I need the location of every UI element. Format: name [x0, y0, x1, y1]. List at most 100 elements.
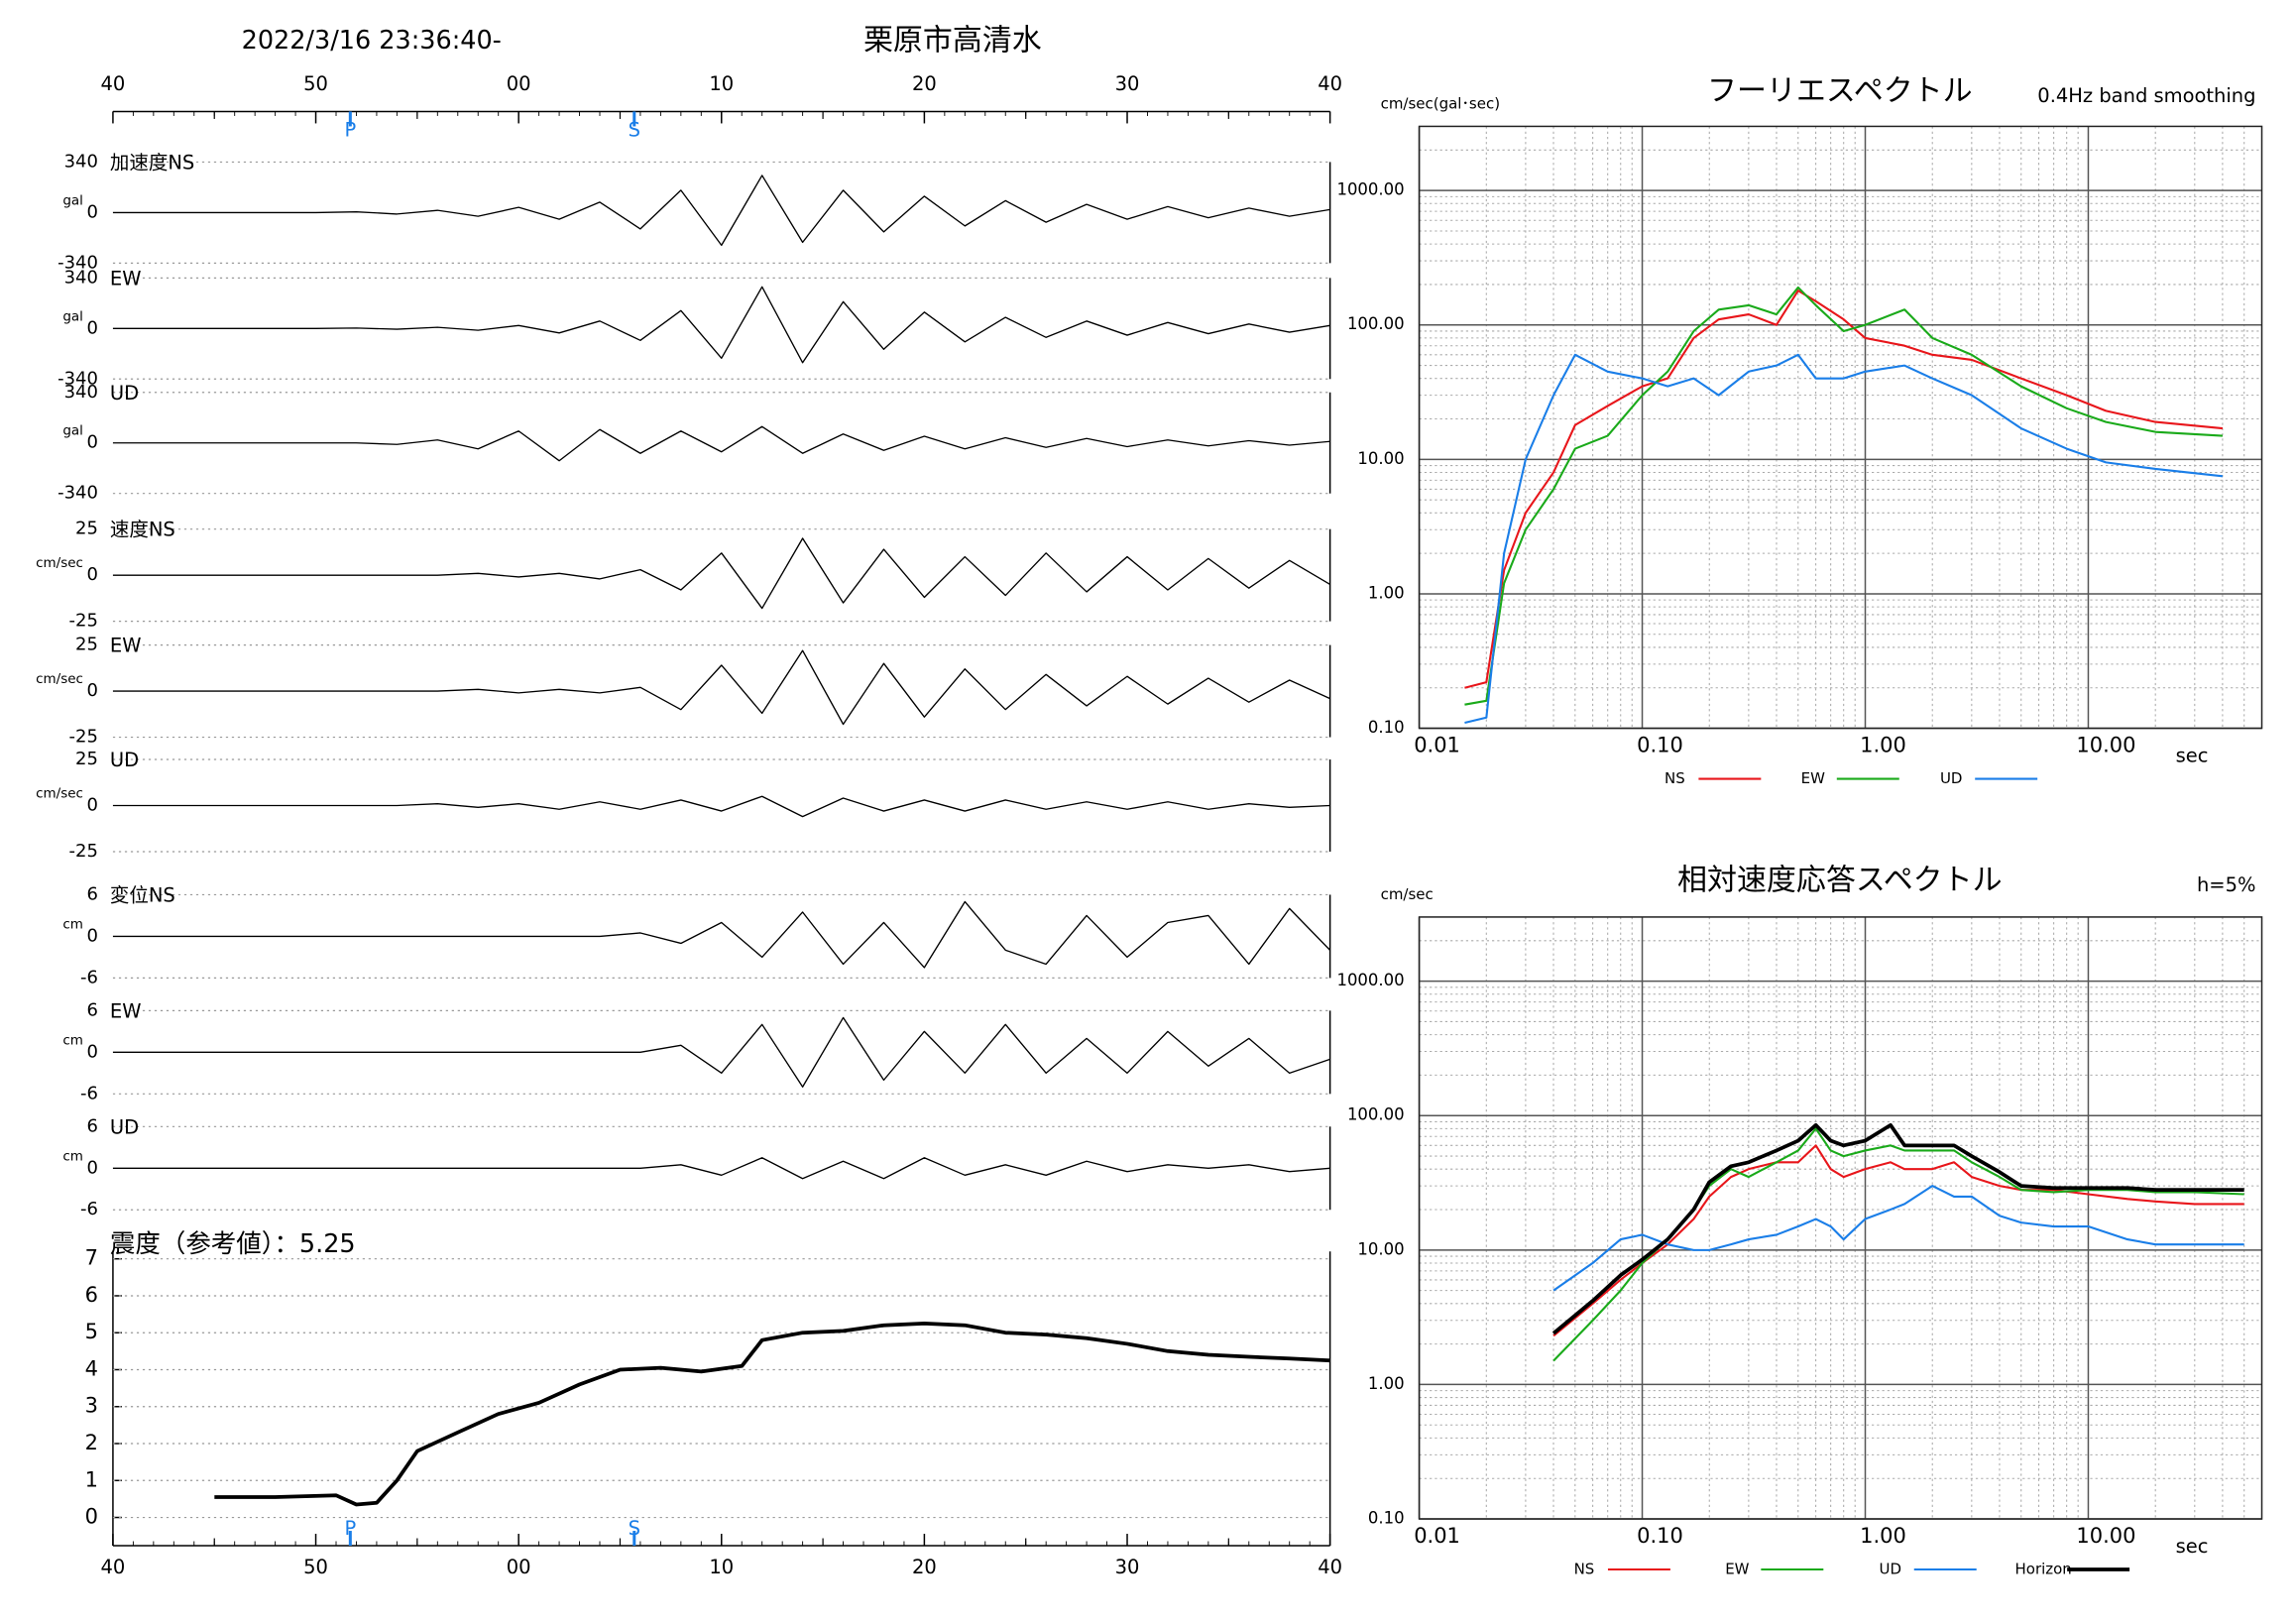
y-tick-label: 340 [64, 151, 98, 172]
chart-subtitle: 0.4Hz band smoothing [2037, 84, 2255, 107]
phase-label: P [344, 1517, 356, 1540]
record-time: 2022/3/16 23:36:40- [242, 26, 502, 56]
chart-title: 相対速度応答スペクトル [1677, 863, 2003, 897]
unit-label: gal [62, 308, 83, 324]
y-tick-label: 0.10 [1368, 1509, 1405, 1528]
y-tick-label: -6 [80, 967, 98, 987]
panel-label: 速度NS [110, 519, 175, 541]
y-tick-label: 3 [85, 1394, 98, 1418]
spectrum-line [1552, 1185, 2244, 1292]
waveform [112, 1016, 1330, 1088]
y-tick-label: 7 [85, 1246, 98, 1270]
unit-label: gal [62, 423, 83, 439]
x-tick-label: 00 [507, 72, 531, 95]
y-tick-label: 25 [75, 635, 98, 655]
y-tick-label: 0 [86, 317, 97, 338]
waveform [112, 537, 1330, 610]
unit-label: gal [62, 192, 83, 208]
panel-label: UD [110, 382, 139, 405]
y-tick-label: -25 [69, 611, 98, 632]
y-tick-label: 100.00 [1347, 314, 1405, 333]
waveform [112, 174, 1330, 247]
station-title: 栗原市高清水 [863, 24, 1042, 58]
y-tick-label: 1 [85, 1467, 98, 1491]
x-tick-label: 1.00 [1860, 734, 1906, 757]
legend-label: NS [1574, 1561, 1595, 1578]
y-tick-label: 0 [86, 564, 97, 585]
x-tick-label: 40 [1318, 72, 1342, 95]
y-tick-label: 4 [85, 1356, 98, 1380]
spectrum-line [1552, 1127, 2244, 1362]
chart-title: 震度（参考値）：5.25 [110, 1229, 356, 1259]
phase-label: S [629, 118, 640, 141]
y-tick-label: 0 [86, 680, 97, 701]
y-tick-label: 6 [86, 999, 97, 1020]
y-tick-label: -25 [69, 841, 98, 862]
waveform [112, 649, 1330, 726]
x-axis-label: sec [2176, 1535, 2209, 1558]
y-tick-label: 25 [75, 749, 98, 769]
panel-label: 変位NS [110, 883, 175, 906]
x-tick-label: 30 [1115, 72, 1140, 95]
y-tick-label: 1000.00 [1336, 180, 1404, 199]
y-tick-label: 1000.00 [1336, 971, 1404, 989]
plot-frame [1418, 916, 2263, 1520]
panel-label: UD [110, 1115, 139, 1138]
phase-label: S [629, 1517, 640, 1540]
y-tick-label: 10.00 [1357, 449, 1404, 468]
unit-label: cm/sec [36, 671, 83, 687]
waveform [112, 795, 1330, 818]
x-tick-label: 40 [1318, 1556, 1342, 1578]
y-tick-label: 0 [86, 201, 97, 222]
x-tick-label: 20 [912, 72, 937, 95]
x-axis-label: sec [2176, 745, 2209, 767]
plot-frame [1418, 125, 2263, 730]
legend-label: UD [1940, 769, 1963, 787]
spectrum-line [1464, 353, 2224, 725]
y-tick-label: 0 [86, 1157, 97, 1178]
y-tick-label: 0 [86, 795, 97, 816]
y-tick-label: -340 [57, 368, 98, 389]
waveform [112, 425, 1330, 462]
y-tick-label: 100.00 [1347, 1105, 1405, 1124]
panel-label: EW [110, 267, 142, 290]
x-tick-label: 10.00 [2076, 734, 2135, 757]
y-tick-label: 0 [86, 432, 97, 453]
phase-label: P [344, 118, 356, 141]
panel-label: EW [110, 999, 142, 1022]
y-tick-label: 6 [85, 1283, 98, 1307]
y-tick-label: -6 [80, 1199, 98, 1219]
legend-label: EW [1725, 1561, 1749, 1578]
x-tick-label: 10 [709, 72, 734, 95]
x-tick-label: 00 [507, 1556, 531, 1578]
waveform [112, 900, 1331, 969]
y-tick-label: 25 [75, 519, 98, 539]
x-tick-label: 1.00 [1860, 1524, 1906, 1548]
unit-label: cm [62, 1148, 83, 1164]
intensity-line [214, 1322, 1330, 1507]
y-tick-label: 6 [86, 1115, 97, 1136]
x-tick-label: 50 [303, 72, 328, 95]
panel-label: 加速度NS [110, 151, 194, 174]
waveform [112, 1157, 1330, 1180]
y-tick-label: 6 [86, 883, 97, 904]
spectrum-line [1464, 290, 2224, 689]
y-tick-label: -6 [80, 1083, 98, 1103]
spectrum-line [1464, 286, 2224, 706]
legend-label: Horizon [2015, 1561, 2072, 1578]
y-tick-label: 10.00 [1357, 1239, 1404, 1258]
y-tick-label: -340 [57, 252, 98, 273]
legend-label: EW [1801, 769, 1825, 787]
y-tick-label: 0 [86, 1041, 97, 1062]
legend-label: UD [1880, 1561, 1902, 1578]
y-tick-label: -25 [69, 727, 98, 748]
x-tick-label: 40 [101, 1556, 126, 1578]
y-tick-label: -340 [57, 483, 98, 504]
unit-label: cm [62, 916, 83, 932]
unit-label: cm/sec [36, 786, 83, 802]
x-tick-label: 20 [912, 1556, 937, 1578]
x-tick-label: 40 [101, 72, 126, 95]
panel-label: UD [110, 749, 139, 771]
y-tick-label: 2 [85, 1431, 98, 1454]
